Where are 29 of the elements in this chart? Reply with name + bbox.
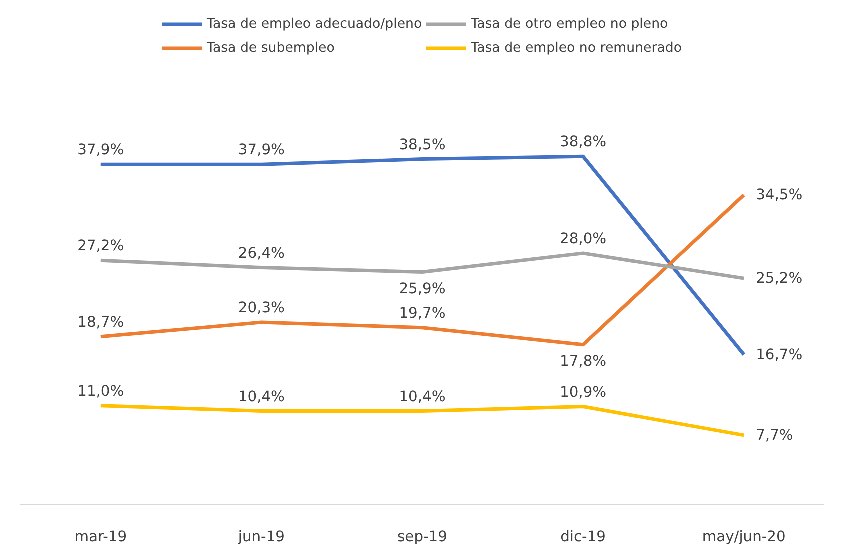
x-tick-label: sep-19	[398, 528, 448, 546]
data-label: 25,2%	[756, 270, 803, 288]
data-label: 17,8%	[560, 352, 607, 370]
data-label: 38,5%	[399, 136, 446, 154]
x-tick-label: may/jun-20	[702, 528, 786, 546]
data-label: 11,0%	[78, 382, 124, 400]
x-tick-label: jun-19	[237, 528, 285, 546]
legend-label: Tasa de empleo no remunerado	[471, 40, 682, 56]
data-label: 37,9%	[78, 142, 124, 159]
data-label: 20,3%	[238, 299, 286, 316]
data-label: 28,0%	[560, 230, 607, 248]
data-label: 19,7%	[399, 304, 446, 322]
data-label: 10,4%	[238, 388, 286, 406]
x-tick-label: mar-19	[74, 528, 128, 546]
data-label: 34,5%	[756, 186, 803, 204]
legend-label: Tasa de subempleo	[207, 40, 335, 56]
data-label: 27,2%	[78, 238, 124, 255]
data-label: 7,7%	[756, 426, 794, 444]
data-label: 10,4%	[399, 388, 446, 406]
data-label: 16,7%	[756, 346, 803, 364]
data-label: 25,9%	[399, 280, 446, 298]
legend-label: Tasa de otro empleo no pleno	[471, 16, 668, 32]
data-label: 37,9%	[238, 142, 286, 159]
data-label: 18,7%	[78, 314, 124, 331]
x-tick-label: dic-19	[560, 528, 606, 546]
data-label: 10,9%	[560, 384, 607, 401]
data-label: 26,4%	[238, 244, 286, 262]
data-label: 38,8%	[560, 134, 607, 151]
legend-label: Tasa de empleo adecuado/pleno	[207, 16, 422, 32]
